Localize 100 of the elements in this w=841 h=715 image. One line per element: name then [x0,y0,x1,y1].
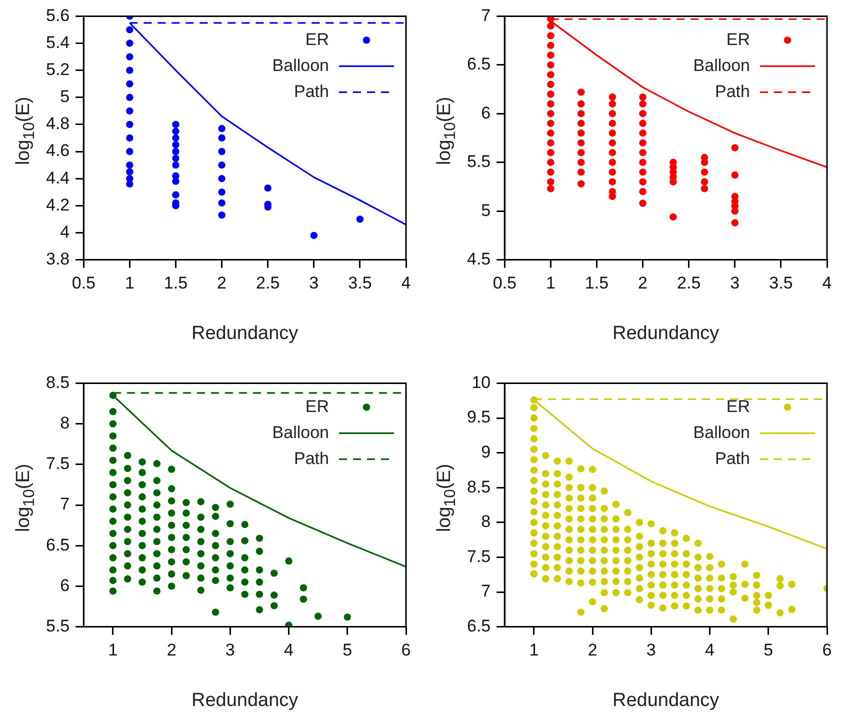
y-tick-label: 8.5 [46,372,70,392]
point [126,40,134,47]
x-tick-label: 3.5 [348,274,372,293]
point [126,80,134,88]
y-tick-label: 6 [481,103,491,122]
x-tick-label: 0.5 [72,274,96,293]
y-tick-label: 4.2 [46,195,70,214]
x-axis-title: Redundancy [612,322,720,344]
legend-label: Path [294,448,329,468]
x-tick-label: 2 [217,274,227,293]
point [172,172,180,180]
x-tick-label: 1 [529,640,539,660]
y-tick-label: 7 [60,494,70,514]
point [126,161,134,169]
x-tick-label: 5 [764,640,774,660]
x-axis-title: Redundancy [191,322,299,344]
y-tick-label: 6.5 [46,535,70,554]
point [126,66,134,74]
point [218,212,226,219]
y-tick-label: 5.5 [466,152,491,172]
point [126,26,134,34]
x-tick-label: 0.5 [492,274,516,293]
y-tick-label: 8 [60,413,70,432]
x-tick-label: 1.5 [164,274,188,293]
x-tick-label: 6 [822,640,832,660]
x-tick-label: 2.5 [677,274,701,293]
y-tick-label: 5.6 [46,6,70,25]
point [172,120,180,128]
y-tick-label: 7.5 [466,546,491,566]
y-tick-label: 8 [481,512,491,532]
x-tick-label: 5 [342,640,352,660]
point [126,120,134,128]
point [218,188,226,196]
x-tick-label: 1 [108,640,118,660]
x-tick-label: 2.5 [256,274,280,293]
x-tick-label: 1 [124,274,134,293]
y-tick-label: 10 [472,372,491,392]
legend-label: Balloon [693,422,750,442]
point [172,191,180,198]
y-tick-label: 3.8 [46,249,70,268]
x-tick-label: 1.5 [584,274,609,293]
y-tick-label: 6.5 [466,616,491,636]
x-tick-label: 4 [284,640,294,660]
x-axis-title: Redundancy [612,690,720,711]
legend-label: Path [715,448,750,468]
x-tick-label: 2 [588,640,598,660]
y-tick-label: 4.6 [46,141,70,160]
point [218,199,226,207]
point [126,168,134,176]
y-tick-label: 6 [60,576,70,595]
y-tick-label: 7 [481,582,491,601]
point [126,107,134,115]
x-tick-label: 3.5 [769,274,793,293]
point [218,124,226,132]
legend-label: Balloon [272,422,329,442]
y-tick-label: 9 [481,442,491,462]
point [126,134,134,142]
x-tick-label: 6 [401,640,411,660]
x-tick-label: 2 [638,274,648,293]
y-tick-label: 5 [60,87,70,106]
y-tick-label: 5 [481,200,491,220]
y-tick-label: 9.5 [466,408,491,427]
y-tick-label: 6.5 [466,54,491,74]
y-tick-label: 4 [60,222,70,242]
x-tick-label: 4 [401,274,411,293]
point [126,53,134,60]
legend-label: Path [715,82,750,101]
point [126,148,134,156]
x-tick-label: 4 [705,640,715,660]
point [126,94,134,101]
y-tick-label: 5.2 [46,60,70,80]
point [310,232,318,240]
point [126,175,134,182]
legend-label: Path [294,82,329,101]
y-tick-label: 4.4 [46,168,70,188]
point [218,175,226,182]
point [264,184,272,192]
x-tick-label: 2 [166,640,176,660]
x-tick-label: 1 [546,274,556,293]
y-tick-label: 7 [481,6,491,25]
legend-label: Balloon [693,56,750,75]
legend-label: Balloon [272,56,329,75]
legend-label: ER [305,30,329,49]
y-tick-label: 4.5 [466,249,491,268]
legend-label: ER [726,396,750,416]
y-tick-label: 7.5 [46,454,70,474]
point [218,148,226,156]
point [218,161,226,169]
legend-label: ER [726,30,750,49]
point [172,161,180,169]
x-tick-label: 3 [646,640,656,660]
point [172,148,180,156]
x-tick-label: 3 [225,640,235,660]
y-tick-label: 4.8 [46,114,70,134]
point [172,154,180,162]
y-tick-label: 5.5 [46,616,70,636]
y-tick-label: 8.5 [466,477,491,496]
point [172,128,180,135]
point [172,134,180,142]
x-axis-title: Redundancy [191,690,299,711]
